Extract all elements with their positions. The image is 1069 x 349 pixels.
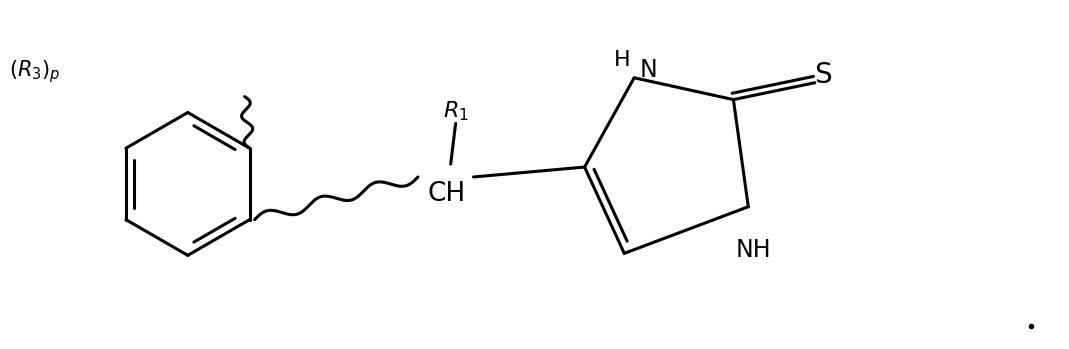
Text: H: H (614, 50, 631, 70)
Text: CH: CH (428, 181, 466, 207)
Text: $R_1$: $R_1$ (443, 100, 468, 124)
Text: N: N (639, 58, 657, 82)
Text: NH: NH (735, 238, 771, 262)
Text: S: S (814, 61, 832, 89)
Text: $(R_3)_p$: $(R_3)_p$ (10, 58, 61, 85)
